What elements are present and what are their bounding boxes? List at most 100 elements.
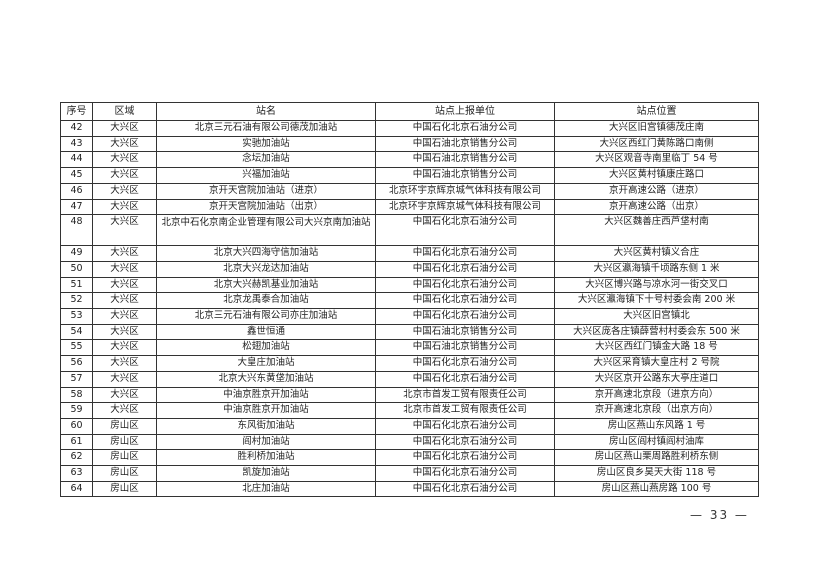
cell-station-name: 京开天宫院加油站（进京） bbox=[156, 182, 376, 200]
table-row: 63 房山区 凯旋加油站 中国石化北京石油分公司 房山区良乡昊天大街 118 号 bbox=[60, 465, 759, 482]
cell-district: 房山区 bbox=[92, 480, 157, 498]
cell-district: 大兴区 bbox=[92, 245, 157, 262]
cell-reporting-unit: 中国石化北京石油分公司 bbox=[375, 433, 555, 451]
cell-district: 大兴区 bbox=[92, 198, 157, 216]
cell-location: 大兴区采育镇大皇庄村 2 号院 bbox=[554, 355, 759, 372]
cell-location: 大兴区旧宫镇德茂庄南 bbox=[554, 120, 759, 137]
cell-location: 大兴区博兴路与凉水河一街交叉口 bbox=[554, 276, 759, 294]
cell-index: 47 bbox=[60, 198, 93, 216]
cell-station-name: 松翅加油站 bbox=[156, 339, 376, 357]
cell-district: 大兴区 bbox=[92, 386, 157, 404]
cell-reporting-unit: 中国石化北京石油分公司 bbox=[375, 120, 555, 137]
cell-index: 55 bbox=[60, 339, 93, 357]
table-row: 54 大兴区 鑫世恒通 中国石油北京销售分公司 大兴区庞各庄镇薛营村村委会东 500 米 bbox=[60, 323, 759, 341]
table-row: 59 大兴区 中油京胜京开加油站 北京市首发工贸有限责任公司 京开高速北京段（出京方向） bbox=[60, 402, 759, 419]
table-row: 46 大兴区 京开天宫院加油站（进京） 北京环宇京辉京城气体科技有限公司 京开高速公路（… bbox=[60, 182, 759, 200]
table-row: 61 房山区 阎村加油站 中国石化北京石油分公司 房山区阎村镇阎村油库 bbox=[60, 433, 759, 451]
table-row: 47 大兴区 京开天宫院加油站（出京） 北京环宇京辉京城气体科技有限公司 京开高速公路（… bbox=[60, 198, 759, 216]
cell-station-name: 北京大兴赫凯基业加油站 bbox=[156, 276, 376, 294]
cell-index: 50 bbox=[60, 260, 93, 278]
cell-reporting-unit: 中国石化北京石油分公司 bbox=[375, 214, 555, 247]
header-station-name: 站名 bbox=[156, 102, 376, 121]
cell-reporting-unit: 中国石化北京石油分公司 bbox=[375, 417, 555, 435]
table-row: 53 大兴区 北京三元石油有限公司亦庄加油站 中国石化北京石油分公司 大兴区旧宫镇北 bbox=[60, 308, 759, 325]
table-row: 60 房山区 东风街加油站 中国石化北京石油分公司 房山区燕山东风路 1 号 bbox=[60, 417, 759, 435]
cell-station-name: 北京大兴东黄垡加油站 bbox=[156, 370, 376, 388]
table-row: 57 大兴区 北京大兴东黄垡加油站 中国石化北京石油分公司 大兴区京开公路东大亭庄道口 bbox=[60, 370, 759, 388]
cell-district: 房山区 bbox=[92, 417, 157, 435]
cell-station-name: 大皇庄加油站 bbox=[156, 355, 376, 372]
cell-index: 44 bbox=[60, 151, 93, 169]
cell-location: 房山区燕山栗周路胜利桥东侧 bbox=[554, 449, 759, 467]
table-row: 64 房山区 北庄加油站 中国石化北京石油分公司 房山区燕山燕房路 100 号 bbox=[60, 480, 759, 498]
cell-location: 京开高速北京段（出京方向） bbox=[554, 402, 759, 419]
header-index: 序号 bbox=[60, 102, 93, 121]
cell-index: 53 bbox=[60, 308, 93, 325]
cell-index: 59 bbox=[60, 402, 93, 419]
cell-station-name: 鑫世恒通 bbox=[156, 323, 376, 341]
cell-location: 大兴区京开公路东大亭庄道口 bbox=[554, 370, 759, 388]
cell-index: 43 bbox=[60, 135, 93, 153]
cell-station-name: 北京龙禹泰合加油站 bbox=[156, 292, 376, 310]
cell-district: 大兴区 bbox=[92, 402, 157, 419]
cell-district: 大兴区 bbox=[92, 292, 157, 310]
cell-reporting-unit: 中国石化北京石油分公司 bbox=[375, 276, 555, 294]
cell-reporting-unit: 北京环宇京辉京城气体科技有限公司 bbox=[375, 182, 555, 200]
cell-index: 51 bbox=[60, 276, 93, 294]
cell-location: 大兴区黄村镇康庄路口 bbox=[554, 167, 759, 184]
cell-index: 42 bbox=[60, 120, 93, 137]
gas-station-table: 序号 区域 站名 站点上报单位 站点位置 42 大兴区 北京三元石油有限公司德茂加油… bbox=[60, 102, 759, 498]
cell-district: 大兴区 bbox=[92, 260, 157, 278]
table-row: 43 大兴区 实驰加油站 中国石油北京销售分公司 大兴区西红门黄陈路口南侧 bbox=[60, 135, 759, 153]
cell-station-name: 北京三元石油有限公司德茂加油站 bbox=[156, 120, 376, 137]
cell-station-name: 兴福加油站 bbox=[156, 167, 376, 184]
cell-station-name: 凯旋加油站 bbox=[156, 465, 376, 482]
cell-station-name: 阎村加油站 bbox=[156, 433, 376, 451]
cell-reporting-unit: 北京环宇京辉京城气体科技有限公司 bbox=[375, 198, 555, 216]
cell-location: 京开高速公路（进京） bbox=[554, 182, 759, 200]
cell-index: 54 bbox=[60, 323, 93, 341]
cell-reporting-unit: 中国石化北京石油分公司 bbox=[375, 308, 555, 325]
cell-index: 52 bbox=[60, 292, 93, 310]
cell-reporting-unit: 中国石油北京销售分公司 bbox=[375, 167, 555, 184]
cell-index: 63 bbox=[60, 465, 93, 482]
cell-reporting-unit: 中国石化北京石油分公司 bbox=[375, 449, 555, 467]
table-row: 42 大兴区 北京三元石油有限公司德茂加油站 中国石化北京石油分公司 大兴区旧宫镇德茂庄… bbox=[60, 120, 759, 137]
cell-station-name: 念坛加油站 bbox=[156, 151, 376, 169]
cell-station-name: 北京大兴四海守信加油站 bbox=[156, 245, 376, 262]
table-row: 51 大兴区 北京大兴赫凯基业加油站 中国石化北京石油分公司 大兴区博兴路与凉水河一街交… bbox=[60, 276, 759, 294]
cell-location: 大兴区黄村镇义合庄 bbox=[554, 245, 759, 262]
cell-index: 56 bbox=[60, 355, 93, 372]
cell-district: 大兴区 bbox=[92, 214, 157, 247]
cell-index: 62 bbox=[60, 449, 93, 467]
cell-reporting-unit: 中国石油北京销售分公司 bbox=[375, 339, 555, 357]
cell-district: 大兴区 bbox=[92, 120, 157, 137]
cell-reporting-unit: 中国石化北京石油分公司 bbox=[375, 355, 555, 372]
cell-reporting-unit: 中国石油北京销售分公司 bbox=[375, 135, 555, 153]
table-row: 56 大兴区 大皇庄加油站 中国石化北京石油分公司 大兴区采育镇大皇庄村 2 号院 bbox=[60, 355, 759, 372]
cell-district: 大兴区 bbox=[92, 339, 157, 357]
cell-district: 房山区 bbox=[92, 465, 157, 482]
cell-index: 46 bbox=[60, 182, 93, 200]
cell-index: 45 bbox=[60, 167, 93, 184]
table-row: 62 房山区 胜利桥加油站 中国石化北京石油分公司 房山区燕山栗周路胜利桥东侧 bbox=[60, 449, 759, 467]
table-row: 44 大兴区 念坛加油站 中国石油北京销售分公司 大兴区观音寺南里临丁 54 号 bbox=[60, 151, 759, 169]
cell-reporting-unit: 中国石化北京石油分公司 bbox=[375, 480, 555, 498]
header-reporting-unit: 站点上报单位 bbox=[375, 102, 555, 121]
cell-district: 大兴区 bbox=[92, 323, 157, 341]
cell-reporting-unit: 中国石化北京石油分公司 bbox=[375, 465, 555, 482]
cell-index: 60 bbox=[60, 417, 93, 435]
cell-district: 大兴区 bbox=[92, 151, 157, 169]
cell-station-name: 实驰加油站 bbox=[156, 135, 376, 153]
cell-station-name: 中油京胜京开加油站 bbox=[156, 402, 376, 419]
cell-reporting-unit: 中国石化北京石油分公司 bbox=[375, 292, 555, 310]
cell-location: 大兴区庞各庄镇薛营村村委会东 500 米 bbox=[554, 323, 759, 341]
cell-station-name: 东风街加油站 bbox=[156, 417, 376, 435]
table-row: 48 大兴区 北京中石化京南企业管理有限公司大兴京南加油站 中国石化北京石油分公司 大兴… bbox=[60, 214, 759, 247]
table-header-row: 序号 区域 站名 站点上报单位 站点位置 bbox=[60, 102, 759, 121]
cell-station-name: 胜利桥加油站 bbox=[156, 449, 376, 467]
cell-index: 58 bbox=[60, 386, 93, 404]
cell-reporting-unit: 北京市首发工贸有限责任公司 bbox=[375, 386, 555, 404]
cell-location: 大兴区魏善庄西芦垡村南 bbox=[554, 214, 759, 247]
cell-district: 大兴区 bbox=[92, 308, 157, 325]
